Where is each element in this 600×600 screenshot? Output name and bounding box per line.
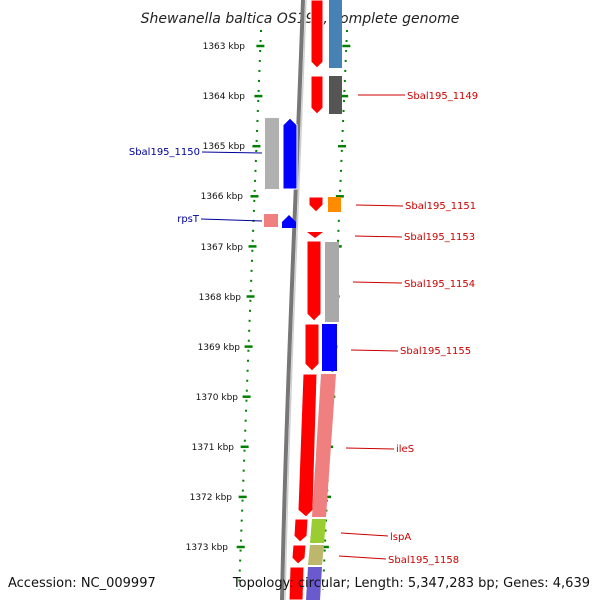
cog-feature: [322, 324, 337, 371]
tick-label: 1370 kbp: [196, 393, 239, 403]
cds-sbal195-1155[interactable]: [304, 323, 320, 372]
tick-label: 1367 kbp: [201, 243, 244, 253]
cds-iles[interactable]: [297, 373, 318, 518]
gene-label-sbal195-1154[interactable]: Sbal195_1154: [404, 279, 475, 290]
tick-label: 1365 kbp: [203, 142, 246, 152]
gene-label-sbal195-1151[interactable]: Sbal195_1151: [405, 201, 476, 212]
cog-feature: [308, 545, 324, 565]
gene-label-rpst[interactable]: rpsT: [177, 214, 200, 225]
cog-feature: [310, 519, 326, 543]
leader-line: [200, 218, 263, 222]
gene-label-sbal195-1155[interactable]: Sbal195_1155: [400, 346, 471, 357]
gene-label-lspa[interactable]: lspA: [390, 532, 411, 543]
tick-label: 1373 kbp: [186, 543, 229, 553]
cds-sbal195-1149[interactable]: [310, 75, 324, 115]
cds-sbal195-1154[interactable]: [306, 240, 322, 322]
cog-feature: [328, 197, 341, 212]
tick-label: 1369 kbp: [198, 343, 241, 353]
forward-cog-features: [306, 0, 342, 600]
gene-labels: Sbal195_1149 Sbal195_1150 Sbal195_1151 r…: [129, 91, 478, 566]
leader-line: [338, 555, 387, 560]
cds-forward[interactable]: [310, 0, 324, 69]
tick-label: 1372 kbp: [190, 493, 233, 503]
cds-sbal195-1153[interactable]: [307, 232, 323, 238]
backbone-highlight: [284, 0, 307, 600]
cds-sbal195-1151[interactable]: [308, 196, 324, 213]
ruler-dotted-line-left: [238, 29, 262, 591]
axis-ticks: 1363 kbp 1364 kbp 1365 kbp 1366 kbp 1367…: [186, 42, 246, 553]
cog-feature: [265, 118, 279, 189]
backbone-line: [280, 0, 305, 600]
label-leaders: [200, 94, 405, 560]
map-title: Shewanella baltica OS195, complete genom…: [141, 11, 460, 27]
tick-label: 1368 kbp: [199, 293, 242, 303]
genome-summary-text: Topology: circular; Length: 5,347,283 bp…: [232, 576, 590, 591]
cds-lspa[interactable]: [293, 518, 309, 543]
tick-label: 1364 kbp: [203, 92, 246, 102]
gene-label-sbal195-1150[interactable]: Sbal195_1150: [129, 147, 200, 158]
accession-text: Accession: NC_009997: [8, 576, 156, 591]
leader-line: [345, 447, 395, 450]
leader-line: [355, 204, 404, 207]
cds-sbal195-1158[interactable]: [291, 544, 307, 565]
cog-feature: [325, 242, 339, 322]
forward-strand-features: [288, 0, 324, 600]
tick-label: 1366 kbp: [201, 192, 244, 202]
gene-label-iles[interactable]: ileS: [396, 444, 414, 455]
leader-line: [350, 349, 399, 352]
cds-rpst[interactable]: [282, 215, 296, 228]
cds-sbal195-1150[interactable]: [282, 117, 298, 190]
tick-label: 1363 kbp: [203, 42, 246, 52]
cds-forward[interactable]: [288, 566, 305, 600]
gene-label-sbal195-1149[interactable]: Sbal195_1149: [407, 91, 478, 102]
cog-feature: [264, 214, 278, 227]
gene-label-sbal195-1158[interactable]: Sbal195_1158: [388, 555, 459, 566]
cog-feature: [306, 567, 322, 600]
cog-feature: [312, 374, 336, 517]
reverse-strand-features: [264, 117, 298, 228]
leader-line: [201, 151, 263, 154]
gene-label-sbal195-1153[interactable]: Sbal195_1153: [404, 232, 475, 243]
cog-feature: [329, 0, 342, 68]
leader-line: [354, 235, 403, 238]
tick-label: 1371 kbp: [192, 443, 235, 453]
leader-line: [340, 532, 389, 537]
leader-line: [352, 281, 403, 284]
cog-feature: [329, 76, 342, 114]
